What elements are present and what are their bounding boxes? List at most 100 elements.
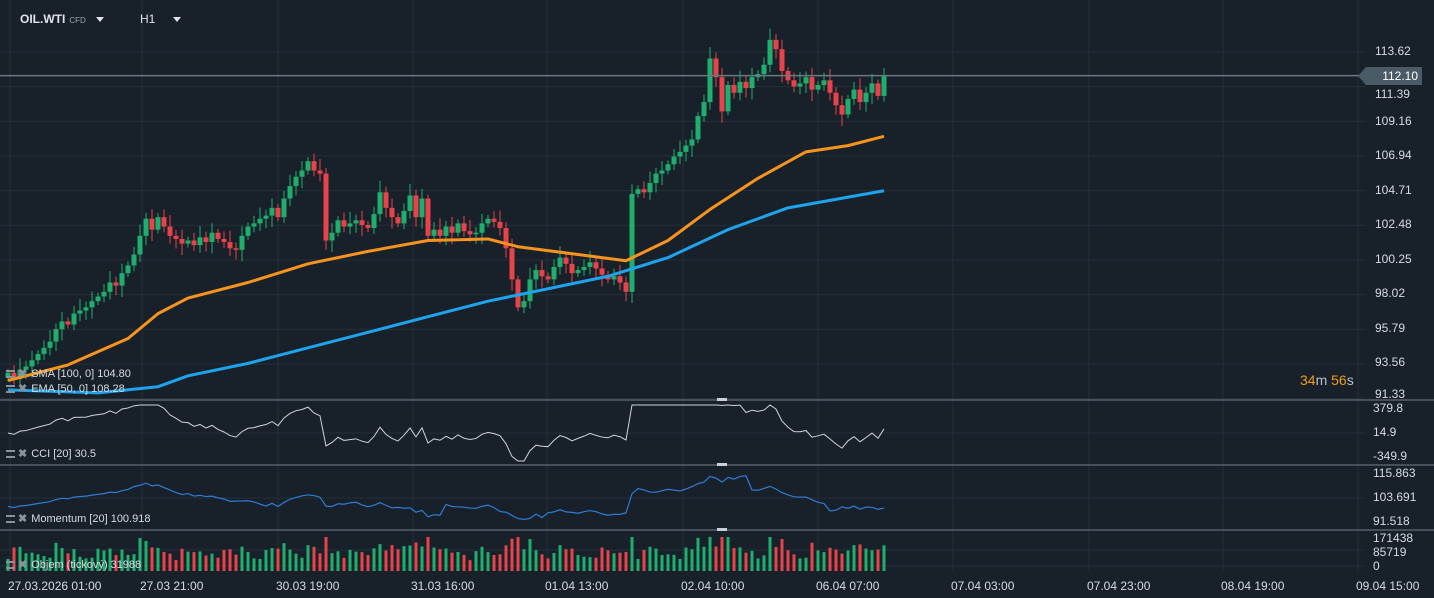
volume-legend[interactable]: ✖ Objem (tickový) 31988 [6, 559, 141, 572]
time-tick: 07.04 03:00 [951, 579, 1015, 593]
volume-bar [516, 537, 520, 571]
close-icon[interactable]: ✖ [18, 513, 28, 525]
volume-bar [708, 537, 712, 571]
candle-body [509, 248, 515, 280]
candle-body [143, 218, 149, 236]
candle-body [485, 218, 491, 224]
volume-bar [786, 550, 790, 571]
candle-body [443, 226, 449, 236]
candle-body [863, 92, 869, 103]
symbol-selector[interactable]: OIL.WTI CFD [20, 12, 104, 26]
candle-body [833, 92, 839, 106]
pane-resize-handle [717, 528, 727, 531]
volume-bar [186, 551, 190, 571]
volume-bar [108, 548, 112, 571]
candle-body [281, 198, 287, 218]
settings-icon[interactable] [6, 515, 15, 524]
settings-icon[interactable] [6, 385, 15, 394]
candle-body [83, 307, 89, 311]
volume-bar [30, 552, 34, 571]
candle-body [191, 240, 197, 246]
volume-bar [384, 550, 388, 571]
candle-body [179, 238, 185, 244]
volume-bar [222, 549, 226, 571]
candle-body [659, 170, 665, 174]
volume-bar [774, 546, 778, 571]
candle-body [449, 226, 455, 233]
volume-bar [750, 550, 754, 571]
candle-body [131, 254, 137, 266]
candle-body [653, 173, 659, 183]
candle-body [857, 89, 863, 103]
volume-bar [198, 551, 202, 571]
candle-body [167, 226, 173, 236]
volume-bar [594, 557, 598, 571]
volume-bar [66, 553, 70, 571]
volume-bar [294, 553, 298, 571]
volume-bar [96, 548, 100, 571]
time-tick: 08.04 19:00 [1221, 579, 1285, 593]
close-icon[interactable]: ✖ [18, 368, 28, 380]
volume-bar [618, 552, 622, 571]
candle-body [401, 210, 407, 224]
candle-body [689, 139, 695, 146]
volume-bar [684, 547, 688, 571]
candle-body [17, 369, 23, 379]
volume-bar [456, 551, 460, 571]
volume-bar [588, 557, 592, 571]
cci-legend[interactable]: ✖ CCI [20] 30.5 [6, 448, 96, 461]
close-icon[interactable]: ✖ [18, 383, 28, 395]
candle-body [527, 279, 533, 302]
candle-body [197, 237, 203, 246]
candle-body [239, 235, 245, 250]
timeframe-selector[interactable]: H1 [140, 12, 182, 26]
volume-bar [624, 551, 628, 571]
price-tick: 91.33 [1375, 387, 1406, 401]
volume-bar [240, 546, 244, 571]
sma-line [7, 189, 885, 395]
pane-resize-handle [717, 463, 727, 466]
volume-bar [864, 548, 868, 571]
close-icon[interactable]: ✖ [18, 448, 28, 460]
volume-bar [84, 558, 88, 571]
candle-body [671, 156, 677, 165]
settings-icon[interactable] [6, 561, 15, 570]
candle-body [335, 220, 341, 233]
volume-bar [582, 556, 586, 571]
candle-body [257, 218, 263, 224]
ema-legend[interactable]: ✖ EMA [50, 0] 108.28 [6, 383, 125, 396]
candle-body [59, 321, 65, 330]
momentum-legend[interactable]: ✖ Momentum [20] 100.918 [6, 513, 150, 526]
volume-bar [702, 546, 706, 571]
candle-body [395, 217, 401, 224]
candle-body [743, 81, 749, 89]
volume-axis-mid: 85719 [1373, 545, 1407, 559]
candle-body [107, 282, 113, 292]
candle-body [287, 186, 293, 199]
volume-bar [486, 552, 490, 571]
settings-icon[interactable] [6, 370, 15, 379]
candle-body [269, 207, 275, 216]
volume-bar [756, 558, 760, 571]
volume-bar [174, 560, 178, 571]
candle-body [617, 276, 623, 283]
candle-body [713, 58, 719, 78]
volume-bar [720, 537, 724, 571]
momentum-axis-mid: 103.691 [1373, 490, 1417, 504]
symbol-name: OIL.WTI [20, 12, 66, 26]
volume-bar [138, 538, 142, 571]
close-icon[interactable]: ✖ [18, 559, 28, 571]
volume-bar [852, 545, 856, 571]
cci-axis-mid: 14.9 [1373, 425, 1397, 439]
sma-legend[interactable]: ✖ SMA [100, 0] 104.80 [6, 368, 131, 381]
candle-body [431, 229, 437, 236]
volume-bar [468, 560, 472, 571]
settings-icon[interactable] [6, 450, 15, 459]
candle-body [695, 116, 701, 140]
price-tick: 98.02 [1375, 286, 1406, 300]
volume-bar [816, 550, 820, 571]
volume-bar [150, 547, 154, 571]
price-tick: 102.48 [1375, 217, 1412, 231]
